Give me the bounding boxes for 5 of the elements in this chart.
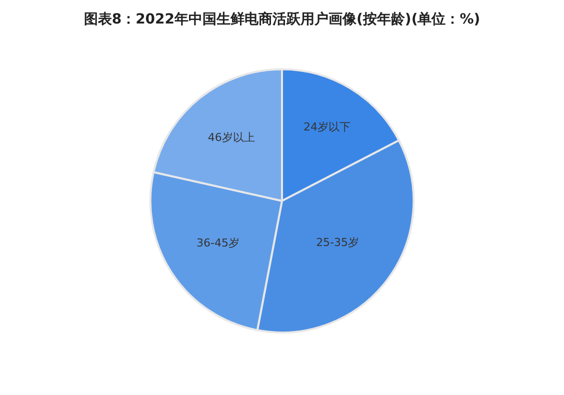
slice-label: 36-45岁 — [196, 236, 240, 250]
slice-label: 24岁以下 — [304, 120, 351, 134]
slice-label: 25-35岁 — [316, 236, 360, 249]
slice-label: 46岁以上 — [208, 131, 255, 144]
chart-title: 图表8：2022年中国生鲜电商活跃用户画像(按年龄)(单位：%) — [84, 10, 480, 28]
